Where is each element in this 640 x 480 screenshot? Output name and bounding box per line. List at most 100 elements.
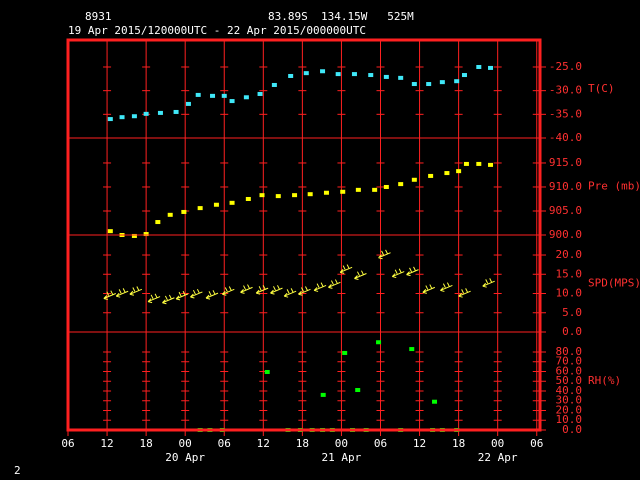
data-point [444,171,450,176]
data-point [131,114,137,119]
data-point [243,95,249,100]
y-tick-label: 60.0 [556,364,583,377]
data-point [342,350,348,355]
y-tick-label: 915.0 [549,156,582,169]
wind-barb [378,249,391,260]
plot-frame [66,38,542,432]
data-point [383,184,389,189]
x-tick-label: 18 [139,437,152,450]
station-location: 83.89S 134.15W 525M [268,10,414,23]
x-tick-label: 00 [179,437,192,450]
y-tick-label: 910.0 [549,180,582,193]
wind-barb [422,284,436,294]
data-point [119,115,125,120]
data-point [488,162,494,167]
wind-barb [328,279,341,289]
wind-barb [240,284,253,294]
data-point [210,93,216,98]
data-point [143,111,149,116]
data-point [167,212,173,217]
data-point [411,177,417,182]
y-tick-label: 900.0 [549,228,582,241]
data-point [181,209,187,214]
data-point [320,69,326,74]
wind-barb [482,278,495,288]
data-point [454,79,460,84]
data-point [155,220,161,225]
data-point [264,369,270,374]
data-point [257,91,263,96]
y-tick-label: -40.0 [549,131,582,144]
wind-barb [129,286,143,296]
station-id: 8931 [85,10,112,23]
data-point [195,92,201,97]
y-tick-label: 50.0 [556,374,583,387]
data-point [157,110,163,115]
x-tick-label: 06 [374,437,387,450]
wind-barb [255,285,269,295]
data-point [107,229,113,234]
y-tick-label: 80.0 [556,345,583,358]
y-tick-label: -35.0 [549,107,582,120]
wind-barb [221,286,235,296]
x-tick-label: 06 [218,437,231,450]
y-axis-label: RH(%) [588,374,621,387]
data-point [398,182,404,187]
wind-barb [270,285,283,295]
x-tick-label: 12 [413,437,426,450]
y-tick-label: -30.0 [549,84,582,97]
y-tick-label: 10.0 [556,413,583,426]
data-point [428,173,434,178]
wind-barb [147,293,161,304]
y-tick-label: -25.0 [549,60,582,73]
data-point [432,399,438,404]
data-point [376,340,382,345]
x-tick-label: 12 [100,437,113,450]
period: 19 Apr 2015/120000UTC - 22 Apr 2015/0000… [68,24,366,37]
data-point [335,72,341,77]
data-point [221,93,227,98]
data-point [229,99,235,104]
x-tick-label: 18 [296,437,309,450]
wind-barb [406,266,419,277]
wind-barb [283,288,297,298]
y-axis-label: Pre (mb) [588,180,640,193]
wind-barb [115,288,129,298]
data-point [461,73,467,78]
data-point [426,82,432,87]
y-tick-label: 20.0 [556,248,583,261]
data-point [340,189,346,194]
wind-barb [339,264,353,274]
wind-barb [175,290,189,301]
wind-barb [458,288,471,298]
wind-barb [440,282,453,292]
data-point [320,392,326,397]
y-tick-label: 0.0 [562,325,582,338]
data-point [351,72,357,77]
data-point [197,206,203,211]
y-tick-label: 15.0 [556,267,583,280]
y-tick-label: 0.0 [562,423,582,436]
data-point [398,75,404,80]
data-point [288,73,294,78]
data-point [185,101,191,106]
data-point [213,202,219,207]
y-tick-label: 20.0 [556,403,583,416]
wind-barb [190,288,203,299]
data-point [476,161,482,166]
wind-barb [391,268,405,279]
x-tick-label: 06 [530,437,543,450]
data-point [411,82,417,87]
data-point [275,194,281,199]
data-point [488,65,494,70]
data-point [229,200,235,205]
wind-barb [298,286,311,296]
page-number: 2 [14,464,21,477]
data-point [355,388,361,393]
y-tick-label: 40.0 [556,384,583,397]
data-point [456,169,462,174]
data-point [107,117,113,122]
y-tick-label: 30.0 [556,394,583,407]
y-axis-label: SPD(MPS) [588,277,640,290]
